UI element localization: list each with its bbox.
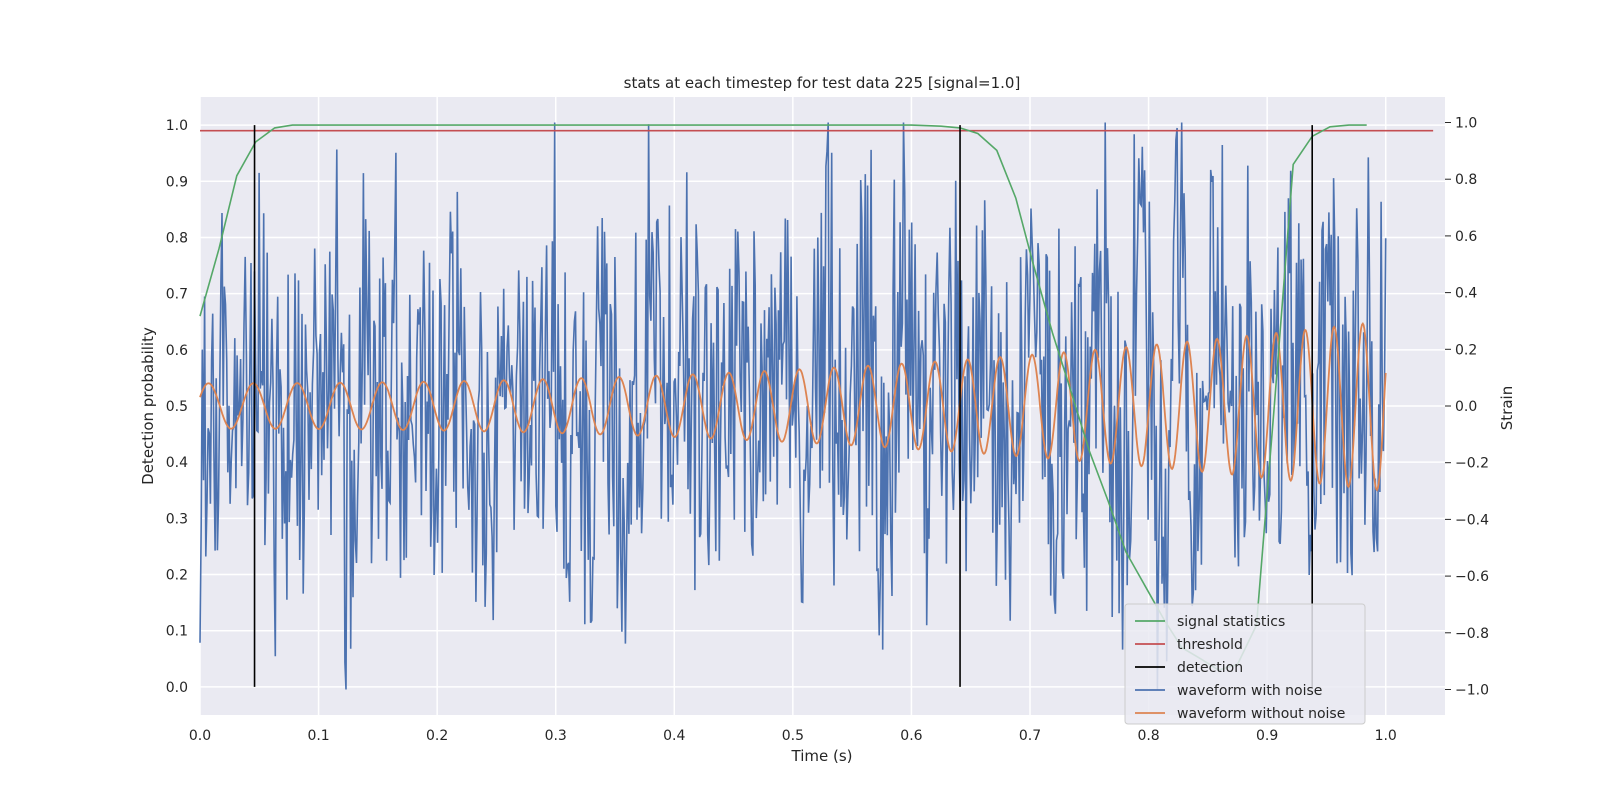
- x-tick-label: 0.9: [1256, 728, 1278, 744]
- noisy-waveform-line: [199, 122, 1387, 690]
- y-axis-title: Detection probability: [139, 327, 157, 485]
- y-right-tick-label: −0.6: [1455, 569, 1489, 585]
- legend-label: waveform without noise: [1177, 706, 1345, 722]
- y-tick-label: 0.9: [166, 174, 188, 190]
- x-tick-label: 0.7: [1019, 728, 1041, 744]
- y-right-tick-label: −0.4: [1455, 512, 1489, 528]
- y-right-tick-label: −0.2: [1455, 456, 1489, 472]
- y-tick-label: 1.0: [166, 118, 188, 134]
- x-axis: 0.0 0.1 0.2 0.3 0.4 0.5 0.6 0.7 0.8 0.9 1.0: [189, 728, 1397, 744]
- x-axis-title: Time (s): [791, 747, 853, 765]
- y-right-tick-label: 0.2: [1455, 342, 1477, 358]
- y-axis-right: −1.0 −0.8 −0.6 −0.4 −0.2 0.0 0.2 0.4 0.6 0.8 1.0: [1445, 116, 1489, 698]
- y-tick-label: 0.8: [166, 230, 188, 246]
- y-right-tick-label: 1.0: [1455, 116, 1477, 132]
- y-tick-label: 0.5: [166, 399, 188, 415]
- x-tick-label: 0.8: [1137, 728, 1159, 744]
- x-tick-label: 1.0: [1375, 728, 1397, 744]
- y-right-tick-label: 0.8: [1455, 172, 1477, 188]
- y-tick-label: 0.6: [166, 343, 188, 359]
- y-right-tick-label: 0.4: [1455, 286, 1477, 302]
- y-right-tick-label: 0.0: [1455, 399, 1477, 415]
- x-tick-label: 0.2: [426, 728, 448, 744]
- y-tick-label: 0.4: [166, 455, 188, 471]
- y-axis-right-title: Strain: [1498, 386, 1516, 430]
- x-tick-label: 0.0: [189, 728, 211, 744]
- x-tick-label: 0.4: [663, 728, 685, 744]
- legend-label: waveform with noise: [1177, 683, 1322, 699]
- legend-box: [1124, 603, 1366, 725]
- legend-label: threshold: [1177, 637, 1243, 653]
- legend: signal statistics threshold detection wavef…: [1124, 603, 1366, 725]
- y-tick-label: 0.2: [166, 568, 188, 584]
- y-right-tick-label: −0.8: [1455, 626, 1489, 642]
- y-tick-label: 0.7: [166, 287, 188, 303]
- x-tick-label: 0.3: [545, 728, 567, 744]
- y-tick-label: 0.0: [166, 680, 188, 696]
- legend-label: detection: [1177, 660, 1243, 676]
- y-tick-label: 0.1: [166, 624, 188, 640]
- y-right-tick-label: −1.0: [1455, 682, 1489, 698]
- x-tick-label: 0.1: [307, 728, 329, 744]
- clean-waveform-line: [199, 321, 1387, 492]
- y-right-tick-label: 0.6: [1455, 229, 1477, 245]
- x-tick-label: 0.5: [782, 728, 804, 744]
- x-tick-label: 0.6: [900, 728, 922, 744]
- y-axis-left: 0.0 0.1 0.2 0.3 0.4 0.5 0.6 0.7 0.8 0.9 1.0: [166, 118, 188, 696]
- chart-title: stats at each timestep for test data 225…: [624, 74, 1021, 92]
- y-tick-label: 0.3: [166, 511, 188, 527]
- legend-label: signal statistics: [1177, 614, 1285, 630]
